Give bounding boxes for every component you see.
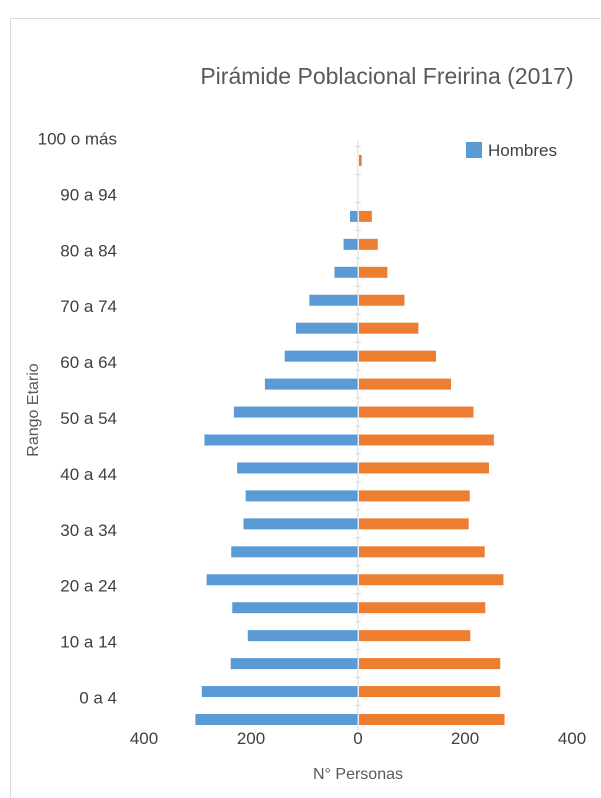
y-tick-label: 50 a 54	[60, 409, 117, 428]
legend-swatch-hombres	[466, 142, 482, 158]
y-axis	[355, 140, 361, 734]
y-tick-label: 0 a 4	[79, 689, 117, 708]
x-tick-label: 0	[353, 729, 362, 748]
bar-hombres-85-a-89	[343, 238, 358, 250]
x-tick-label: 200	[451, 729, 479, 748]
bar-mujeres-50-a-54	[359, 434, 494, 446]
bar-mujeres-25-a-29	[359, 574, 504, 586]
bar-mujeres-15-a-19	[359, 630, 471, 642]
bars-group	[195, 155, 505, 725]
bar-hombres-0-a-4	[195, 714, 358, 725]
y-tick-label: 30 a 34	[60, 521, 117, 540]
y-tick-label: 10 a 14	[60, 633, 117, 652]
x-tick-labels: 400 200 0 200 400	[130, 729, 586, 748]
bar-hombres-90-a-94	[349, 210, 358, 222]
bar-hombres-40-a-44	[245, 490, 358, 502]
x-tick-label: 400	[130, 729, 158, 748]
bar-mujeres-100-o-más	[359, 155, 362, 166]
y-tick-label: 80 a 84	[60, 241, 117, 260]
y-tick-label: 20 a 24	[60, 577, 117, 596]
bar-mujeres-60-a-64	[359, 378, 452, 390]
legend-label-hombres: Hombres	[488, 141, 557, 160]
bar-mujeres-20-a-24	[359, 602, 486, 614]
bar-hombres-15-a-19	[247, 630, 358, 642]
bar-mujeres-10-a-14	[359, 658, 501, 670]
y-tick-label: 40 a 44	[60, 465, 117, 484]
y-tick-label: 70 a 74	[60, 297, 117, 316]
x-tick-label: 200	[237, 729, 265, 748]
bar-mujeres-40-a-44	[359, 490, 470, 502]
bar-mujeres-0-a-4	[359, 714, 505, 725]
x-axis-title: N° Personas	[313, 766, 403, 783]
bar-mujeres-80-a-84	[359, 266, 388, 278]
bar-hombres-30-a-34	[231, 546, 358, 558]
bar-hombres-70-a-74	[295, 322, 358, 334]
bar-hombres-45-a-49	[237, 462, 358, 474]
y-tick-label: 90 a 94	[60, 185, 117, 204]
bar-hombres-50-a-54	[204, 434, 358, 446]
bar-hombres-65-a-69	[284, 350, 358, 362]
bar-hombres-80-a-84	[334, 266, 358, 278]
y-tick-label: 60 a 64	[60, 353, 117, 372]
bar-hombres-10-a-14	[230, 658, 358, 670]
bar-hombres-55-a-59	[233, 406, 358, 418]
bar-hombres-35-a-39	[243, 518, 358, 530]
bar-hombres-25-a-29	[206, 574, 358, 586]
bar-mujeres-45-a-49	[359, 462, 490, 474]
bar-mujeres-75-a-79	[359, 294, 405, 306]
bar-mujeres-90-a-94	[359, 210, 372, 222]
bar-mujeres-70-a-74	[359, 322, 419, 334]
x-tick-label: 400	[558, 729, 586, 748]
bar-hombres-5-a-9	[201, 686, 358, 698]
y-axis-title: Rango Etario	[25, 363, 42, 456]
bar-mujeres-5-a-9	[359, 686, 501, 698]
chart-title: Pirámide Poblacional Freirina (2017)	[200, 63, 573, 89]
bar-hombres-75-a-79	[309, 294, 358, 306]
bar-hombres-60-a-64	[264, 378, 358, 390]
y-tick-label: 100 o más	[38, 130, 117, 149]
chart-frame	[10, 18, 601, 798]
bar-mujeres-30-a-34	[359, 546, 485, 558]
y-tick-labels: 0 a 4 10 a 14 20 a 24 30 a 34 40 a 44 50 a 54…	[38, 130, 117, 708]
bar-mujeres-35-a-39	[359, 518, 469, 530]
bar-mujeres-55-a-59	[359, 406, 474, 418]
legend: Hombres	[466, 141, 557, 160]
bar-mujeres-85-a-89	[359, 238, 378, 250]
bar-hombres-20-a-24	[232, 602, 358, 614]
bar-mujeres-65-a-69	[359, 350, 437, 362]
